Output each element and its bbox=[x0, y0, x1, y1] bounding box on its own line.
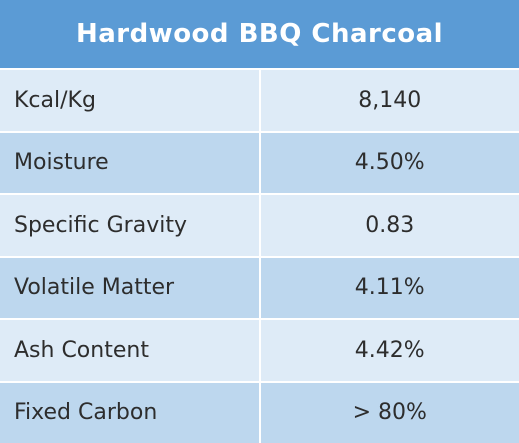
table-header-row: Hardwood BBQ Charcoal bbox=[0, 0, 519, 70]
row-value: 8,140 bbox=[259, 68, 519, 132]
row-label: Specific Gravity bbox=[0, 193, 261, 257]
row-value: > 80% bbox=[259, 380, 519, 443]
table-row-fixed-carbon: Fixed Carbon > 80% bbox=[0, 380, 519, 443]
table-row-volatile-matter: Volatile Matter 4.11% bbox=[0, 255, 519, 319]
row-label: Moisture bbox=[0, 130, 261, 194]
row-label: Ash Content bbox=[0, 318, 261, 382]
table-row-specific-gravity: Specific Gravity 0.83 bbox=[0, 193, 519, 257]
row-value: 0.83 bbox=[259, 193, 519, 257]
row-value: 4.50% bbox=[259, 130, 519, 194]
row-value: 4.11% bbox=[259, 255, 519, 319]
table-row-moisture: Moisture 4.50% bbox=[0, 130, 519, 194]
table-row-ash-content: Ash Content 4.42% bbox=[0, 318, 519, 382]
table-row-kcal: Kcal/Kg 8,140 bbox=[0, 68, 519, 132]
row-label: Fixed Carbon bbox=[0, 380, 261, 443]
row-value: 4.42% bbox=[259, 318, 519, 382]
table-title: Hardwood BBQ Charcoal bbox=[0, 0, 519, 70]
row-label: Kcal/Kg bbox=[0, 68, 261, 132]
row-label: Volatile Matter bbox=[0, 255, 261, 319]
